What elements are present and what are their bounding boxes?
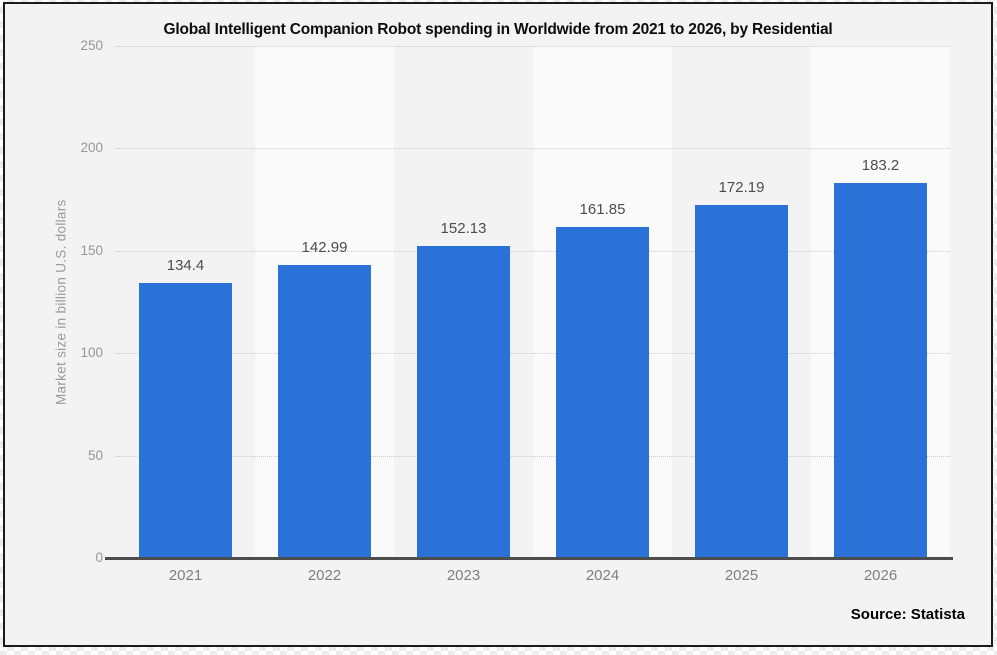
x-tick-label-2026: 2026 [863, 567, 898, 584]
y-tick-label-200: 200 [80, 140, 103, 156]
x-tick-label-2022: 2022 [307, 567, 342, 584]
bar-2026[interactable] [834, 182, 927, 558]
bar-2022[interactable] [278, 265, 371, 558]
bar-value-label-2026: 183.2 [861, 156, 900, 174]
y-tick-label-100: 100 [80, 345, 103, 361]
bar-value-label-2021: 134.4 [166, 256, 205, 274]
y-axis-title: Market size in billion U.S. dollars [53, 199, 69, 405]
plot-area: 134.4 142.99 152.13 161.85 172.19 183.2 [105, 46, 953, 560]
bar-2021[interactable] [139, 282, 232, 558]
x-tick-label-2021: 2021 [168, 567, 203, 584]
bar-2025[interactable] [695, 205, 788, 558]
gridline-50 [116, 455, 950, 457]
x-tick-label-2023: 2023 [446, 567, 481, 584]
bar-value-label-2022: 142.99 [301, 239, 348, 257]
y-tick-label-50: 50 [87, 447, 103, 463]
gridline-150 [116, 250, 950, 252]
chart-title: Global Intelligent Companion Robot spend… [163, 21, 833, 38]
bar-value-label-2023: 152.13 [440, 220, 487, 238]
chart-frame: Global Intelligent Companion Robot spend… [3, 2, 993, 647]
bar-value-label-2025: 172.19 [718, 179, 765, 197]
bar-2023[interactable] [417, 246, 510, 558]
bar-2024[interactable] [556, 226, 649, 558]
gridline-100 [116, 353, 950, 355]
bar-value-label-2024: 161.85 [579, 200, 626, 218]
x-tick-label-2025: 2025 [724, 567, 759, 584]
y-tick-label-150: 150 [80, 242, 103, 258]
gridline-250 [116, 46, 950, 47]
gridline-200 [116, 148, 950, 150]
y-tick-label-250: 250 [80, 38, 103, 53]
x-axis-line [105, 557, 953, 560]
y-tick-label-0: 0 [95, 550, 103, 565]
source-credit: Source: Statista [850, 606, 965, 623]
x-tick-label-2024: 2024 [585, 567, 620, 584]
